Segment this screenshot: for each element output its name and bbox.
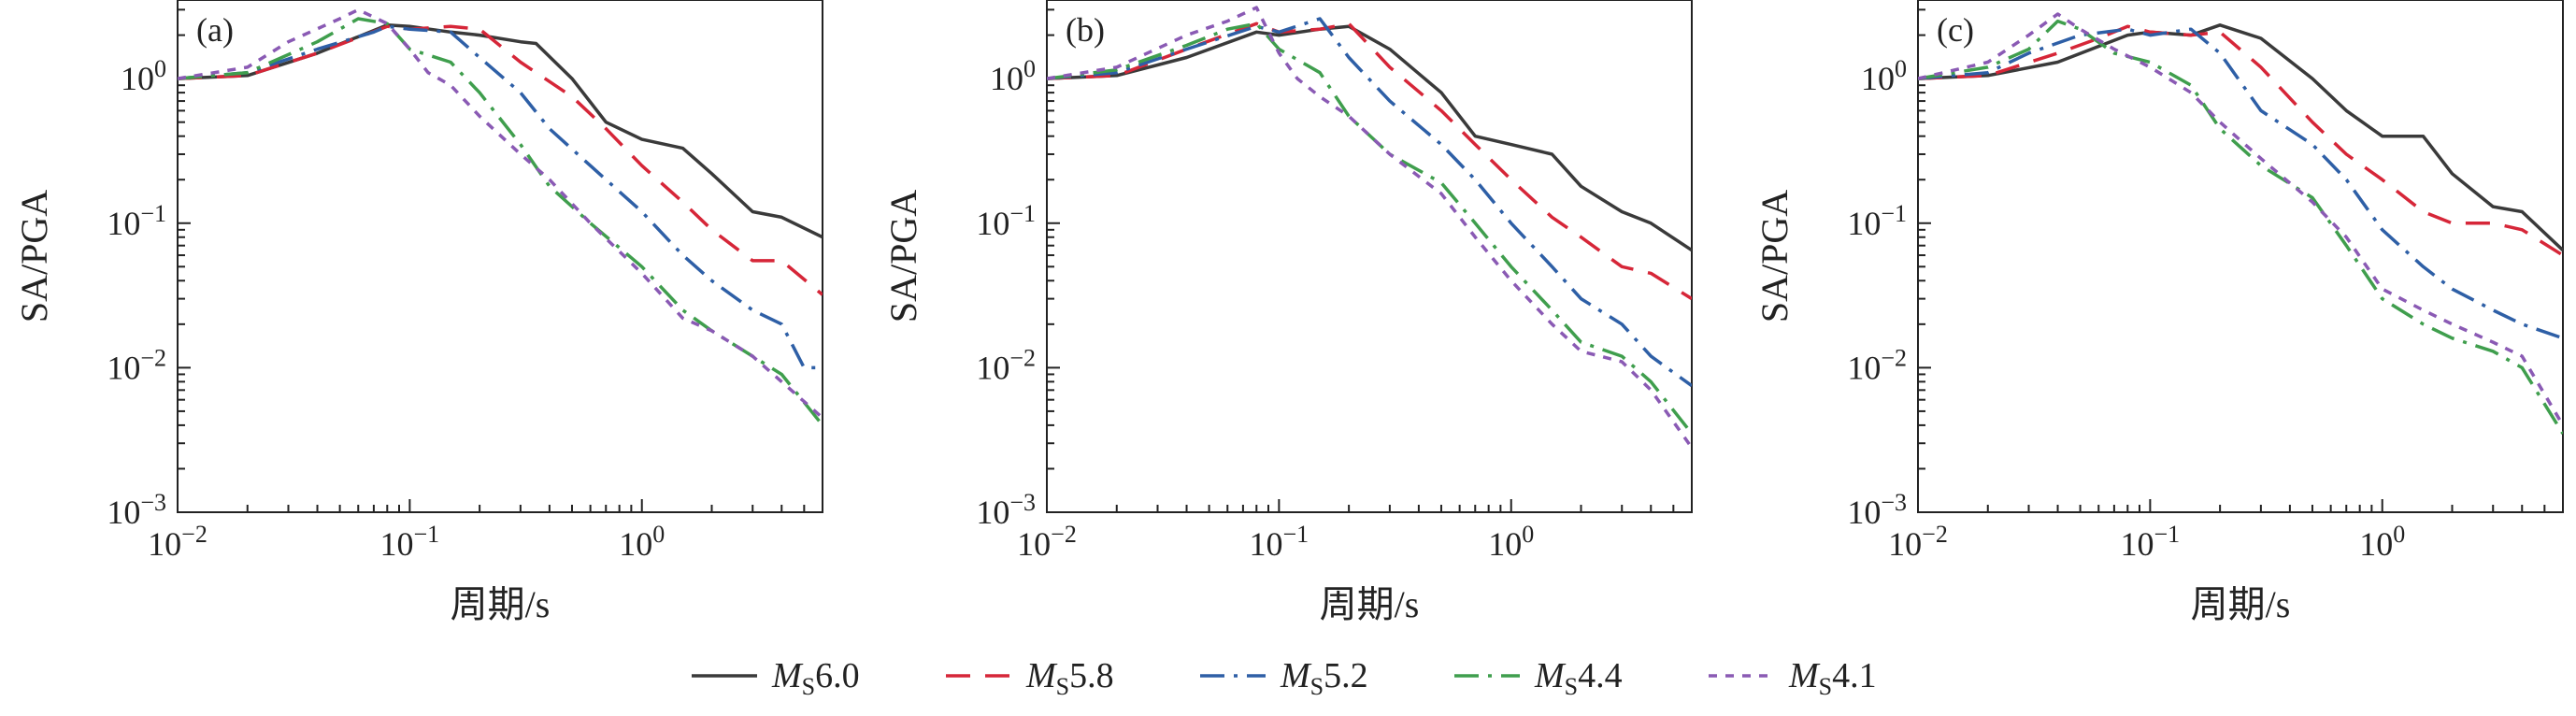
- series-line-3: [1047, 17, 1692, 388]
- legend-item-5: MS4.1: [1709, 656, 1877, 700]
- y-tick-label: 10−2: [976, 344, 1036, 386]
- series-line-4: [1047, 21, 1692, 435]
- y-tick-label: 10−3: [107, 489, 166, 531]
- legend-label: MS4.4: [1534, 656, 1623, 700]
- legend-item-4: MS4.4: [1454, 656, 1623, 700]
- plot-frame: [1917, 0, 2564, 513]
- y-tick-label: 10−1: [1847, 200, 1907, 242]
- legend-item-3: MS5.2: [1200, 656, 1368, 700]
- y-tick-label: 100: [121, 55, 166, 97]
- series-line-3: [178, 24, 823, 370]
- series-line-2: [1047, 21, 1692, 301]
- x-tick-label: 10−1: [380, 521, 440, 563]
- series-line-1: [178, 23, 823, 239]
- legend-label: MS5.8: [1025, 656, 1114, 700]
- legend-label: MS4.1: [1788, 656, 1877, 700]
- y-tick-label: 100: [990, 55, 1036, 97]
- x-axis-label: 周期/s: [2191, 583, 2291, 625]
- legend: MS6.0 MS5.8 MS5.2 MS4.4 MS4.1: [692, 656, 1877, 700]
- panel-label: (a): [196, 11, 234, 49]
- series-group: [178, 7, 823, 426]
- panels: 10−2 10−1 10010010−110−210−3周期/sSA/PGA(a)1…: [13, 0, 2564, 625]
- y-tick-label: 10−3: [1847, 489, 1907, 531]
- panel-label: (c): [1937, 11, 1974, 49]
- y-tick-label: 10−3: [976, 489, 1036, 531]
- x-tick-label: 100: [1488, 521, 1534, 563]
- x-tick-label: 10−1: [2121, 521, 2181, 563]
- series-line-5: [1047, 6, 1692, 449]
- x-tick-label: 10−2: [1017, 521, 1077, 563]
- y-axis-label: SA/PGA: [1753, 190, 1796, 322]
- series-line-1: [1918, 23, 2563, 251]
- series-group: [1047, 6, 1692, 449]
- y-tick-label: 10−1: [107, 200, 166, 242]
- x-tick-label: 10−1: [1250, 521, 1309, 563]
- legend-item-2: MS5.8: [946, 656, 1114, 700]
- series-line-3: [1918, 27, 2563, 340]
- x-tick-label: 100: [2359, 521, 2405, 563]
- y-axis-label: SA/PGA: [13, 190, 55, 322]
- plot-frame: [1046, 0, 1693, 513]
- x-tick-label: 10−2: [1888, 521, 1948, 563]
- x-tick-label: 100: [619, 521, 665, 563]
- legend-item-1: MS6.0: [692, 656, 860, 700]
- y-tick-label: 10−2: [107, 344, 166, 386]
- series-line-4: [178, 17, 823, 426]
- series-line-1: [1047, 24, 1692, 252]
- series-line-5: [1918, 12, 2563, 426]
- y-tick-label: 10−1: [976, 200, 1036, 242]
- legend-label: MS6.0: [771, 656, 860, 700]
- y-tick-label: 100: [1861, 55, 1907, 97]
- legend-label: MS5.2: [1280, 656, 1368, 700]
- x-axis-label: 周期/s: [451, 583, 551, 625]
- series-line-5: [178, 7, 823, 420]
- x-axis-label: 周期/s: [1320, 583, 1420, 625]
- series-group: [1918, 12, 2563, 435]
- series-line-2: [178, 24, 823, 296]
- series-line-2: [1918, 24, 2563, 257]
- series-line-4: [1918, 19, 2563, 435]
- x-tick-label: 10−2: [148, 521, 208, 563]
- panel-label: (b): [1066, 11, 1105, 49]
- y-tick-label: 10−2: [1847, 344, 1907, 386]
- y-axis-label: SA/PGA: [882, 190, 924, 322]
